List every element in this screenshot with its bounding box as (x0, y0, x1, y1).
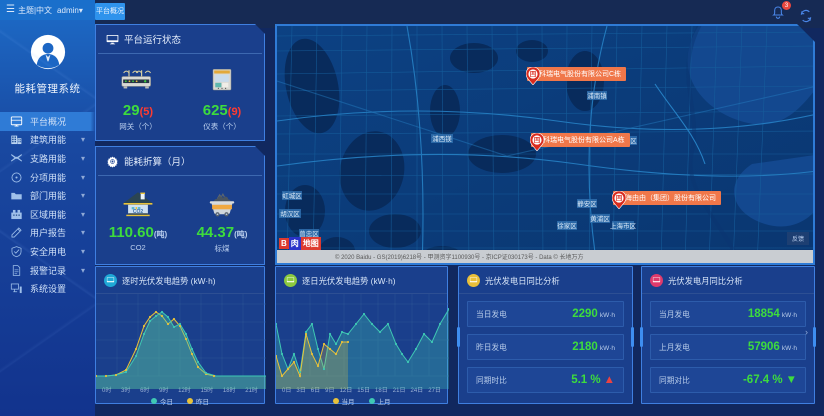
svg-text:浦西镁: 浦西镁 (432, 134, 452, 143)
svg-text:黄浦区: 黄浦区 (590, 214, 610, 223)
svg-text:徐家区: 徐家区 (557, 221, 577, 230)
svg-text:虹城区: 虹城区 (282, 191, 302, 200)
svg-text:静安区: 静安区 (577, 199, 597, 208)
svg-text:上海市区: 上海市区 (610, 221, 637, 230)
svg-text:胡汉区: 胡汉区 (280, 209, 300, 218)
svg-text:浦南镇: 浦南镇 (587, 91, 607, 100)
